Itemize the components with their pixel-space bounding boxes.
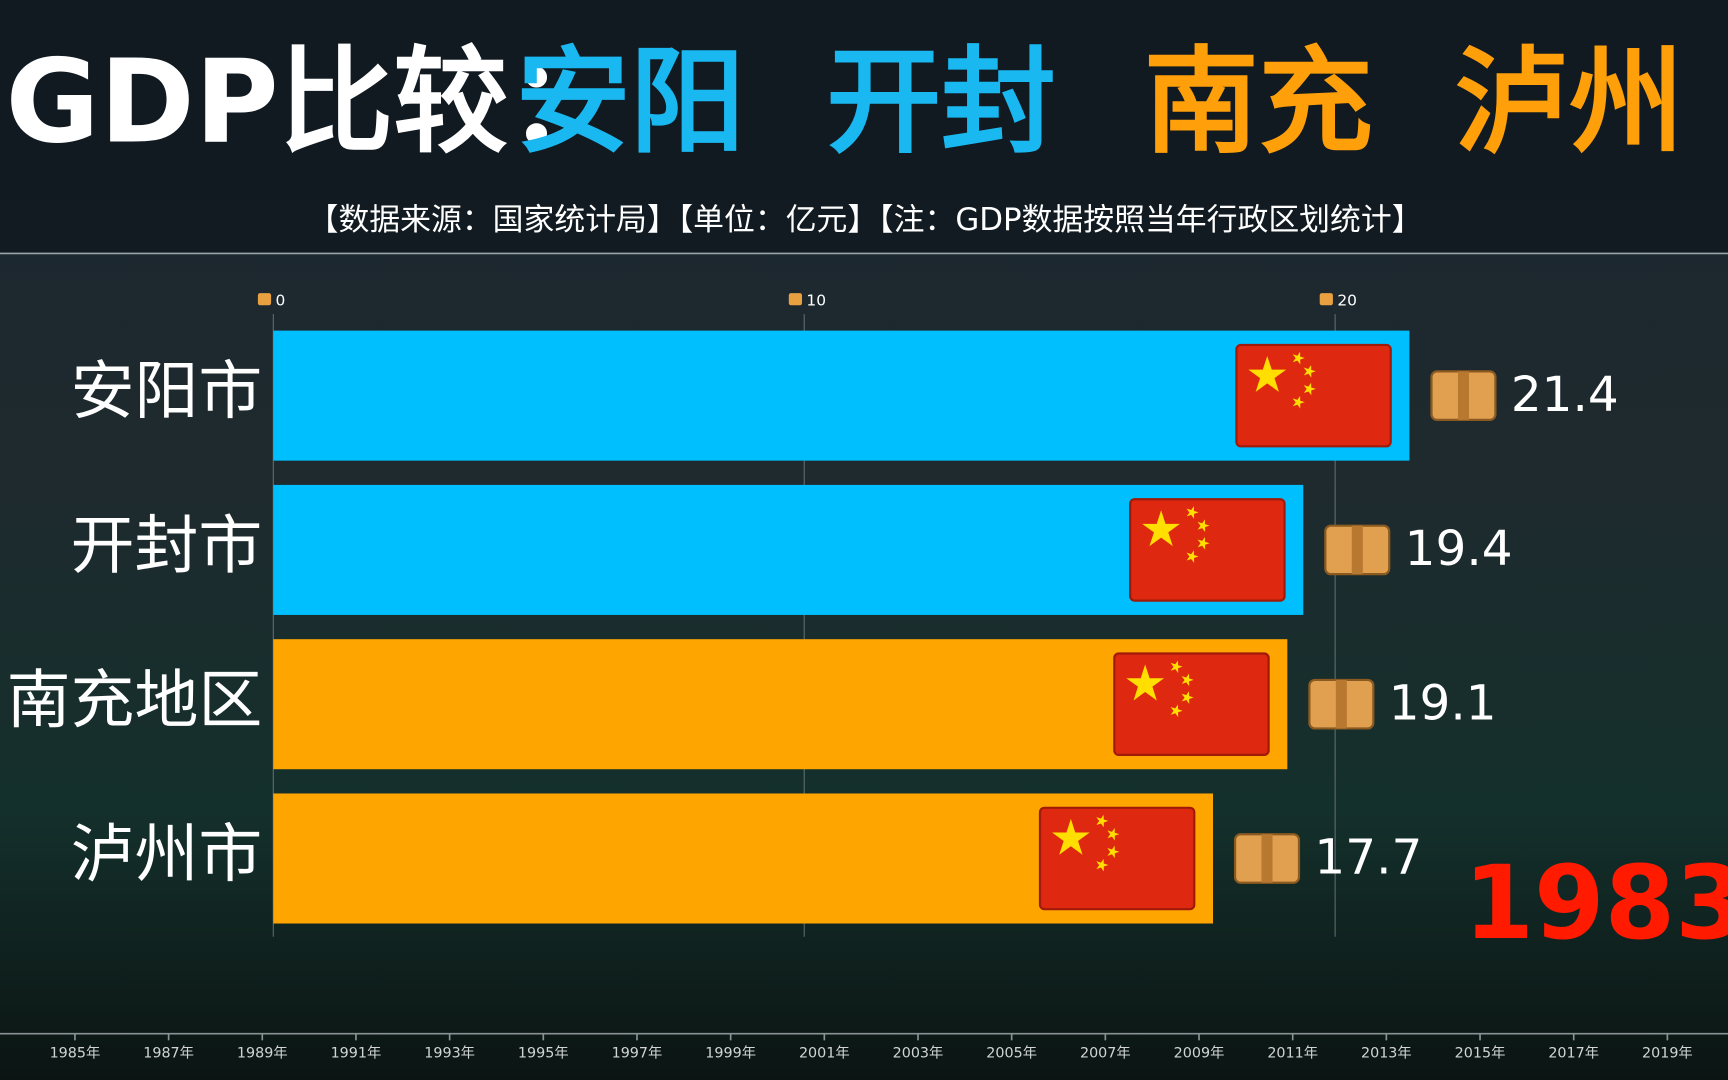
title-part: 安阳 [516,36,745,169]
flag [1113,652,1270,756]
flag-star [1170,704,1183,718]
timeline-label: 1991年 [331,1045,382,1062]
x-tick-label: 10 [806,291,826,309]
title-part: GDP比较： [6,36,623,169]
money-band [1335,679,1347,729]
flag-star [1186,506,1199,519]
value-label: 19.1 [1389,675,1497,731]
flag-star [1107,845,1120,859]
timeline-label: 2017年 [1548,1045,1599,1062]
flag-star [1197,537,1210,550]
flag-star [1197,519,1210,532]
category-label: 泸州市 [71,818,263,892]
tick-icon [788,293,803,306]
money-band [1457,371,1469,420]
flag-star [1181,673,1194,687]
subtitle: 【数据来源：国家统计局】【单位：亿元】【注：GDP数据按照当年行政区划统计】 [308,202,1423,238]
flag-star [1186,550,1199,563]
category-label: 开封市 [71,509,263,583]
timeline-label: 2009年 [1174,1045,1225,1062]
category-label: 南充地区 [7,664,263,738]
flag-star [1142,510,1180,547]
flag-star [1170,660,1183,674]
timeline-label: 2003年 [893,1045,944,1062]
title-part: 南充 [1144,36,1373,169]
flag-star [1303,382,1316,396]
x-tick-label: 20 [1337,291,1357,309]
timeline-label: 2019年 [1642,1045,1693,1062]
tick-icon [257,293,272,306]
value-label: 21.4 [1511,367,1619,423]
timeline-label: 2001年 [799,1045,850,1062]
timeline-label: 2011年 [1267,1045,1318,1062]
flag-star [1107,827,1120,841]
flag-star [1126,664,1165,701]
flag [1129,498,1286,602]
timeline-label: 2005年 [986,1045,1037,1062]
timeline-label: 1987年 [143,1045,194,1062]
title-part: 泸州 [1455,36,1684,169]
flag [1038,806,1196,911]
flag-star [1292,395,1305,409]
timeline-label: 1985年 [50,1045,101,1062]
flag [1235,343,1392,448]
header-band [0,0,1728,254]
timeline-label: 1999年 [705,1045,756,1062]
timeline-label: 2015年 [1455,1045,1506,1062]
timeline-label: 2007年 [1080,1045,1131,1062]
money-band [1261,834,1273,883]
value-label: 17.7 [1314,830,1422,886]
timeline-label: 1997年 [612,1045,663,1062]
timeline-label: 1995年 [518,1045,569,1062]
x-tick-label: 0 [276,291,286,309]
year-label: 1983年 [1464,844,1728,962]
value-label: 19.4 [1405,521,1513,577]
flag-star [1052,818,1090,855]
timeline-label: 2013年 [1361,1045,1412,1062]
flag-star [1292,351,1305,365]
flag-star [1096,858,1109,872]
flag-star [1303,365,1316,378]
flag-star [1248,355,1287,392]
bar [273,330,1410,461]
flag-star [1181,691,1194,704]
tick-icon [1319,293,1333,306]
category-label: 安阳市 [71,355,263,429]
title-part: 开封 [827,36,1056,169]
timeline-label: 1993年 [424,1045,475,1062]
timeline-label: 1989年 [237,1045,288,1062]
money-band [1351,525,1363,575]
flag-star [1096,814,1109,828]
